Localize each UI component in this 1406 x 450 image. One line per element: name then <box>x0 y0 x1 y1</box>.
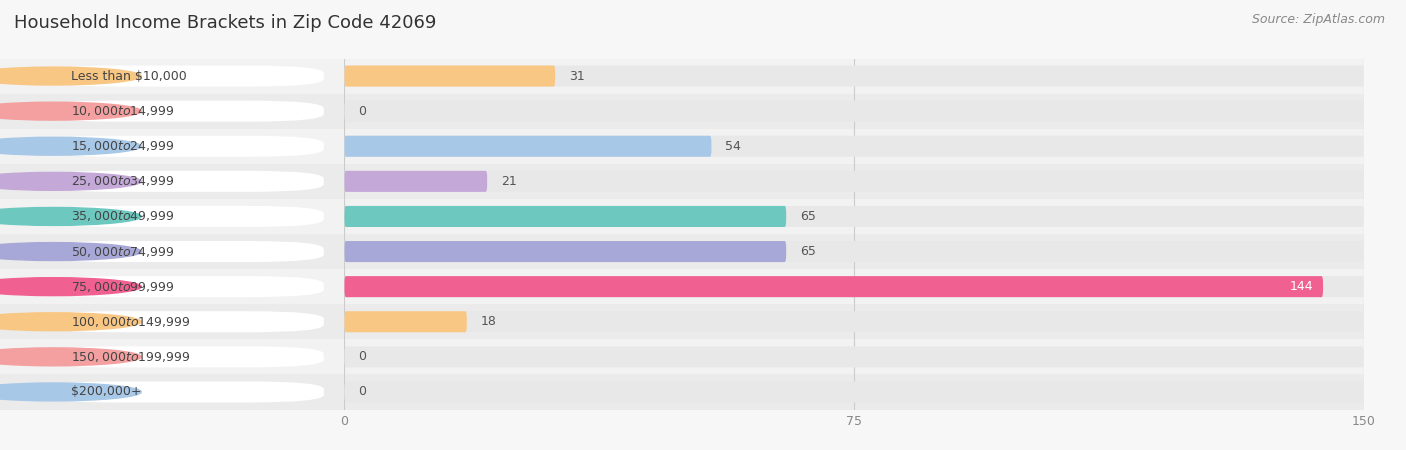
FancyBboxPatch shape <box>41 171 323 192</box>
FancyBboxPatch shape <box>344 276 1323 297</box>
FancyBboxPatch shape <box>344 206 1364 227</box>
Bar <box>344 269 1364 304</box>
Text: $35,000 to $49,999: $35,000 to $49,999 <box>70 209 174 224</box>
Bar <box>344 129 1364 164</box>
Text: 65: 65 <box>800 245 815 258</box>
Bar <box>0 374 344 410</box>
FancyBboxPatch shape <box>344 241 786 262</box>
FancyBboxPatch shape <box>344 66 555 86</box>
FancyBboxPatch shape <box>344 206 786 227</box>
Bar <box>0 339 344 374</box>
Bar <box>344 199 1364 234</box>
Circle shape <box>0 137 141 155</box>
Circle shape <box>0 348 141 366</box>
Bar <box>0 269 344 304</box>
Text: Source: ZipAtlas.com: Source: ZipAtlas.com <box>1251 14 1385 27</box>
FancyBboxPatch shape <box>41 241 323 262</box>
Bar <box>0 129 344 164</box>
FancyBboxPatch shape <box>344 311 467 332</box>
FancyBboxPatch shape <box>344 136 711 157</box>
Text: $25,000 to $34,999: $25,000 to $34,999 <box>70 174 174 189</box>
Text: $200,000+: $200,000+ <box>70 386 141 398</box>
FancyBboxPatch shape <box>41 206 323 227</box>
Text: 65: 65 <box>800 210 815 223</box>
Bar <box>0 94 344 129</box>
FancyBboxPatch shape <box>344 346 1364 367</box>
Text: 0: 0 <box>359 105 366 117</box>
Bar <box>0 304 344 339</box>
Text: $15,000 to $24,999: $15,000 to $24,999 <box>70 139 174 153</box>
Bar <box>344 339 1364 374</box>
FancyBboxPatch shape <box>344 382 1364 402</box>
Text: $100,000 to $149,999: $100,000 to $149,999 <box>70 315 190 329</box>
FancyBboxPatch shape <box>41 346 323 367</box>
Circle shape <box>0 207 141 225</box>
FancyBboxPatch shape <box>344 241 1364 262</box>
Text: $10,000 to $14,999: $10,000 to $14,999 <box>70 104 174 118</box>
Bar <box>0 234 344 269</box>
Bar <box>0 199 344 234</box>
FancyBboxPatch shape <box>344 171 486 192</box>
FancyBboxPatch shape <box>344 66 1364 86</box>
Text: Less than $10,000: Less than $10,000 <box>70 70 187 82</box>
Text: 18: 18 <box>481 315 496 328</box>
Bar <box>0 58 344 94</box>
Text: 0: 0 <box>359 351 366 363</box>
Text: 21: 21 <box>501 175 516 188</box>
Circle shape <box>0 172 141 190</box>
Circle shape <box>0 383 141 401</box>
Circle shape <box>0 67 141 85</box>
Circle shape <box>0 243 141 261</box>
FancyBboxPatch shape <box>344 136 1364 157</box>
Circle shape <box>0 102 141 120</box>
FancyBboxPatch shape <box>344 101 1364 122</box>
FancyBboxPatch shape <box>41 382 323 402</box>
FancyBboxPatch shape <box>344 311 1364 332</box>
Text: 31: 31 <box>568 70 585 82</box>
Bar <box>344 164 1364 199</box>
Text: 54: 54 <box>725 140 741 153</box>
FancyBboxPatch shape <box>344 171 1364 192</box>
Text: $50,000 to $74,999: $50,000 to $74,999 <box>70 244 174 259</box>
FancyBboxPatch shape <box>41 101 323 122</box>
Text: 0: 0 <box>359 386 366 398</box>
Bar <box>344 374 1364 410</box>
Text: $75,000 to $99,999: $75,000 to $99,999 <box>70 279 174 294</box>
FancyBboxPatch shape <box>41 311 323 332</box>
Bar <box>0 164 344 199</box>
FancyBboxPatch shape <box>41 276 323 297</box>
Circle shape <box>0 313 141 331</box>
Text: 144: 144 <box>1289 280 1313 293</box>
FancyBboxPatch shape <box>344 276 1364 297</box>
FancyBboxPatch shape <box>41 66 323 86</box>
Text: Household Income Brackets in Zip Code 42069: Household Income Brackets in Zip Code 42… <box>14 14 436 32</box>
FancyBboxPatch shape <box>41 136 323 157</box>
Bar <box>344 58 1364 94</box>
Bar <box>344 234 1364 269</box>
Bar <box>344 304 1364 339</box>
Circle shape <box>0 278 141 296</box>
Bar <box>344 94 1364 129</box>
Text: $150,000 to $199,999: $150,000 to $199,999 <box>70 350 190 364</box>
